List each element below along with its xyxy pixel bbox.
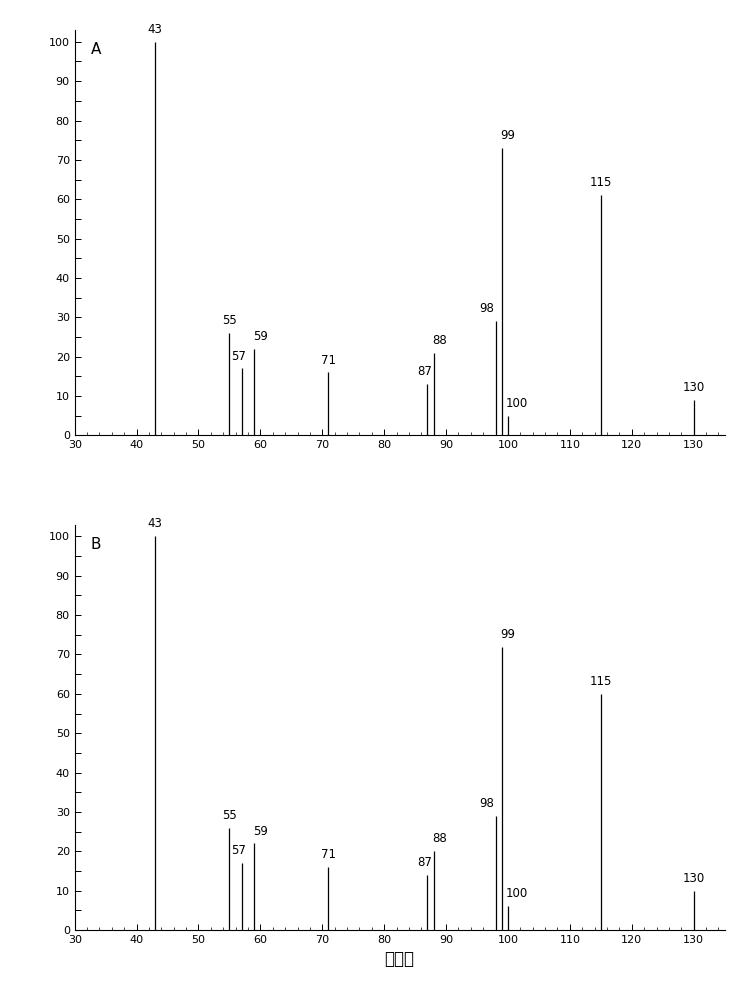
Text: 55: 55	[222, 809, 237, 822]
Text: 87: 87	[417, 856, 432, 869]
Text: 98: 98	[479, 797, 494, 810]
Text: 130: 130	[683, 381, 704, 394]
Text: 57: 57	[232, 844, 247, 857]
Text: B: B	[91, 537, 102, 552]
Text: 59: 59	[253, 825, 268, 838]
Text: 57: 57	[232, 350, 247, 363]
Text: 55: 55	[222, 314, 237, 327]
Text: 130: 130	[683, 872, 704, 885]
Text: 99: 99	[500, 129, 515, 142]
Text: 115: 115	[589, 176, 612, 189]
Text: 98: 98	[479, 302, 494, 315]
Text: 100: 100	[506, 887, 528, 900]
Text: 43: 43	[148, 23, 163, 36]
Text: 87: 87	[417, 365, 432, 378]
Text: 88: 88	[433, 832, 447, 845]
Text: 43: 43	[148, 517, 163, 530]
Text: 100: 100	[506, 397, 528, 410]
X-axis label: 质荷比: 质荷比	[385, 950, 415, 968]
Text: 59: 59	[253, 330, 268, 343]
Text: A: A	[91, 42, 102, 57]
Text: 88: 88	[433, 334, 447, 347]
Text: 71: 71	[321, 354, 336, 367]
Text: 71: 71	[321, 848, 336, 861]
Text: 99: 99	[500, 628, 515, 641]
Text: 115: 115	[589, 675, 612, 688]
